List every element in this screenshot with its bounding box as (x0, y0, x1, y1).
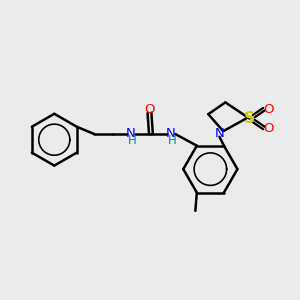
Text: N: N (214, 127, 224, 140)
Text: H: H (168, 134, 177, 147)
Text: O: O (263, 122, 273, 134)
Text: H: H (128, 134, 137, 147)
Text: O: O (144, 103, 155, 116)
Text: O: O (263, 103, 273, 116)
Text: N: N (126, 127, 136, 140)
Text: N: N (166, 127, 176, 140)
Text: S: S (244, 111, 255, 126)
